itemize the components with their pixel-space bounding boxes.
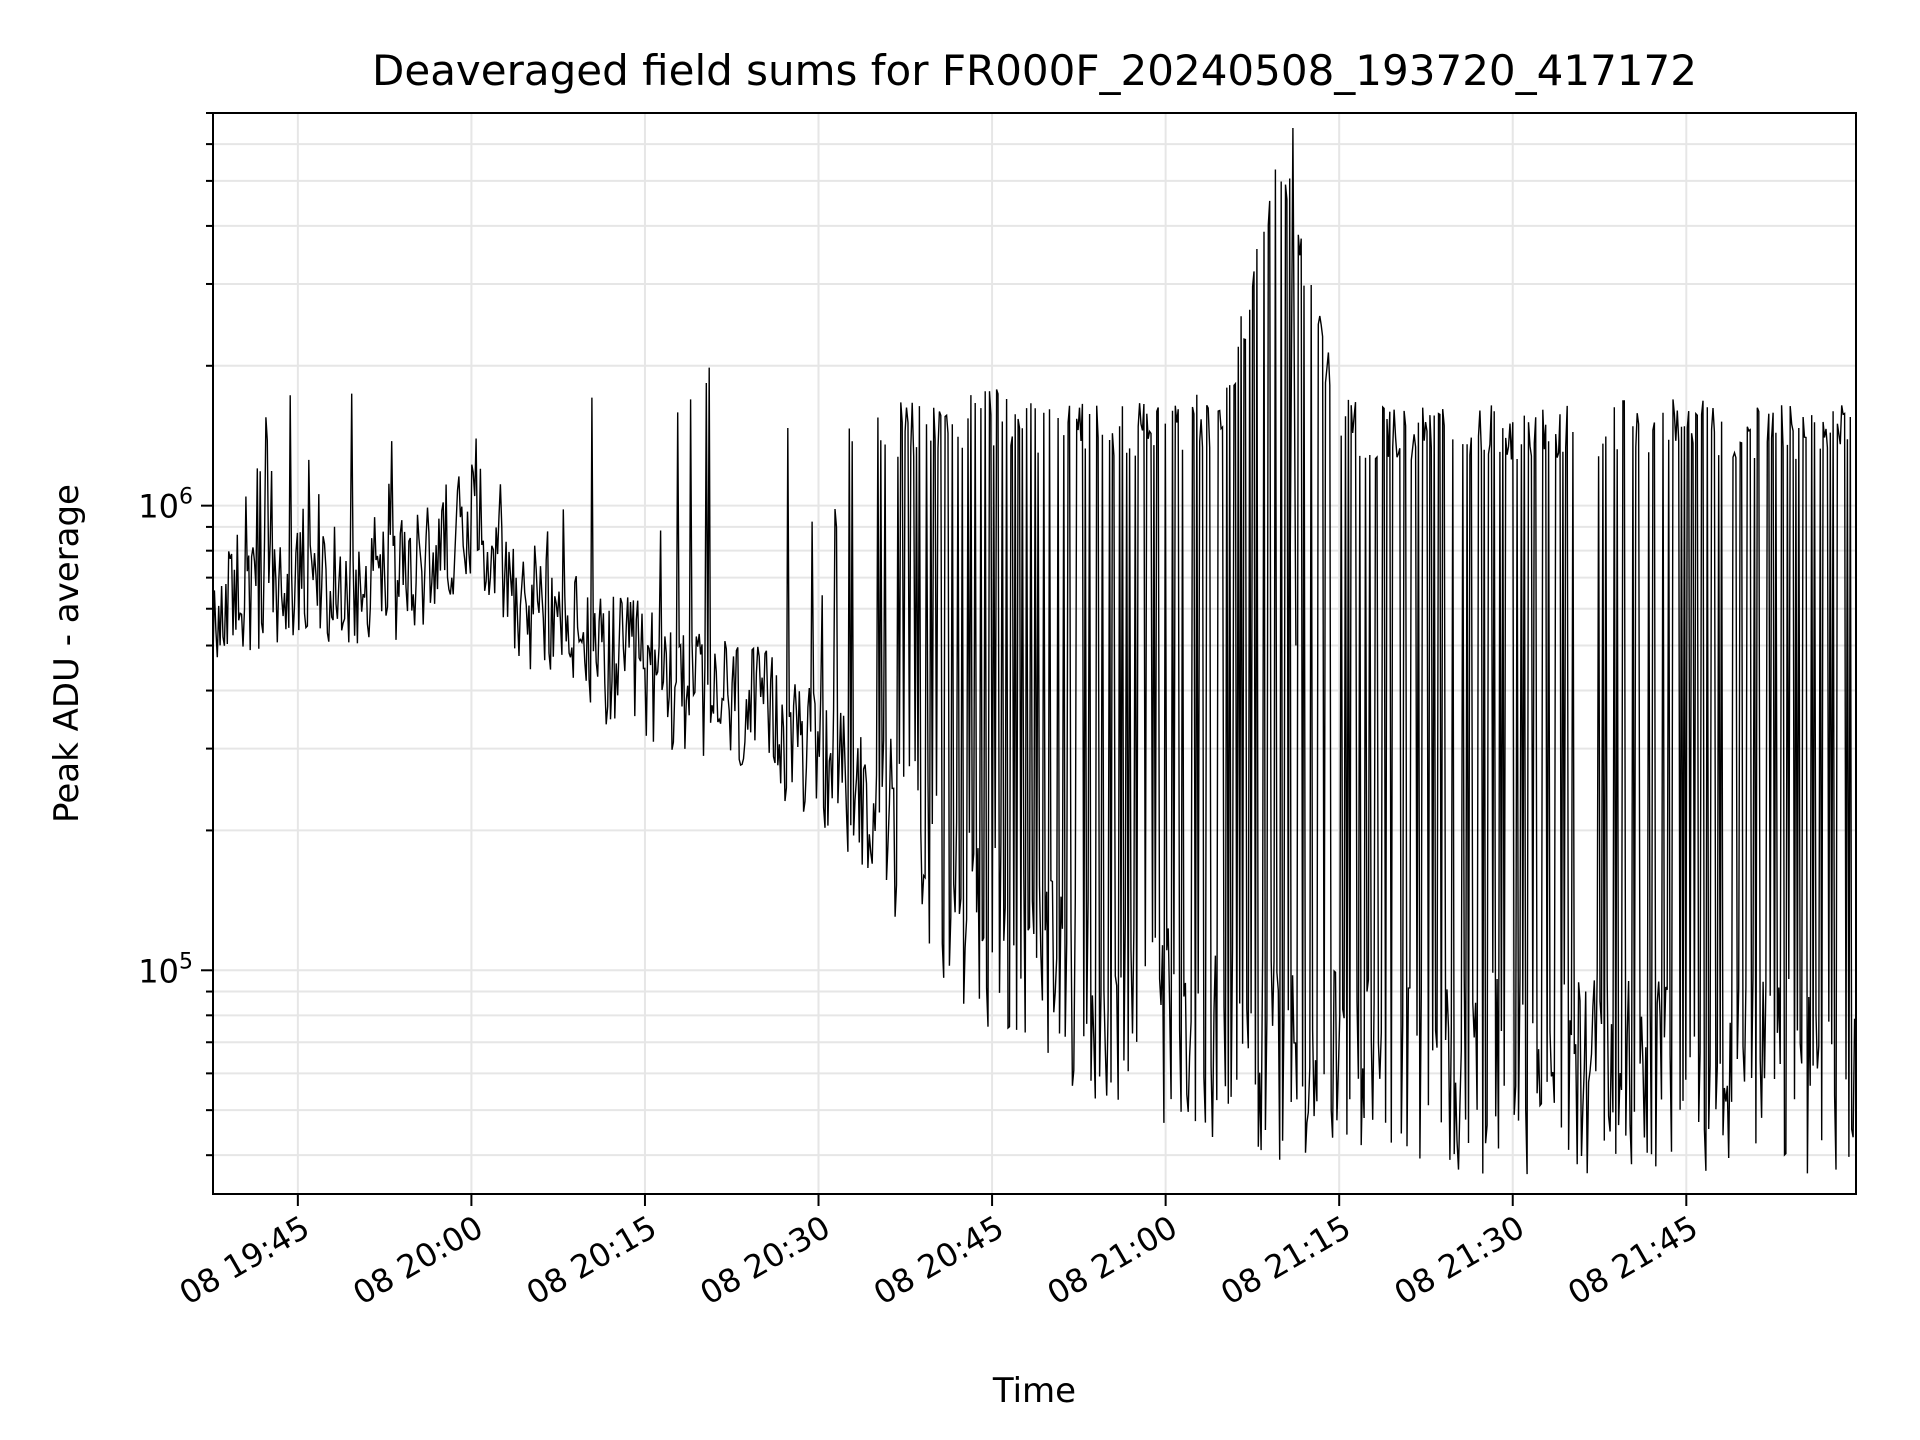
y-axis-ticks: 105 106 [138,112,213,1157]
x-tick-label: 08 21:30 [1388,1208,1531,1312]
y-axis-label: Peak ADU - average [47,484,87,823]
x-tick-label: 08 20:30 [694,1208,837,1312]
x-axis-ticks: 08 19:45 08 20:00 08 20:15 08 20:30 08 20:45… [173,1194,1704,1312]
x-tick-label: 08 21:00 [1041,1208,1184,1312]
series-spike [1289,127,1297,646]
series-line [212,169,1857,1175]
x-tick-label: 08 21:45 [1561,1208,1704,1312]
plot-frame [212,112,1857,1195]
data-series [212,127,1857,1175]
x-axis-label: Time [992,1371,1076,1411]
x-tick-label: 08 21:15 [1214,1208,1357,1312]
y-tick-label: 105 [138,949,193,990]
x-tick-label: 08 19:45 [173,1208,316,1312]
x-tick-label: 08 20:15 [520,1208,663,1312]
chart-title: Deaveraged field sums for FR000F_2024050… [372,46,1697,95]
x-tick-label: 08 20:00 [346,1208,489,1312]
y-tick-label: 106 [138,485,193,526]
x-tick-label: 08 20:45 [867,1208,1010,1312]
